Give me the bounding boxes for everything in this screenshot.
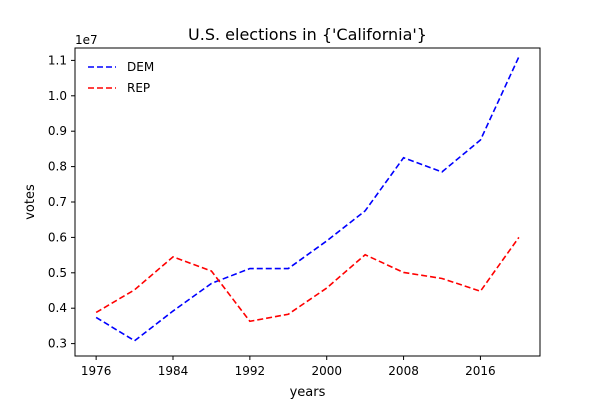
- y-tick-label: 0.9: [48, 124, 67, 138]
- y-tick-label: 0.8: [48, 160, 67, 174]
- x-tick-label: 1992: [235, 364, 266, 378]
- x-tick-label: 1984: [158, 364, 189, 378]
- series-line-dem: [95, 56, 520, 342]
- series-line-rep: [95, 236, 520, 323]
- legend-label-rep: REP: [127, 81, 150, 95]
- chart-title: U.S. elections in {'California'}: [188, 25, 427, 44]
- y-tick-label: 1.0: [48, 89, 67, 103]
- y-axis-label: votes: [23, 184, 38, 220]
- x-tick-label: 2000: [311, 364, 342, 378]
- y-tick-label: 0.5: [48, 266, 67, 280]
- y-tick-label: 0.7: [48, 195, 67, 209]
- legend-label-dem: DEM: [127, 60, 154, 74]
- x-axis-label: years: [290, 385, 326, 400]
- x-tick-label: 2008: [388, 364, 419, 378]
- y-tick-label: 0.6: [48, 230, 67, 244]
- y-tick-label: 0.4: [48, 301, 67, 315]
- x-tick-label: 2016: [465, 364, 496, 378]
- x-tick-label: 1976: [81, 364, 112, 378]
- y-tick-label: 0.3: [48, 337, 67, 351]
- y-axis-offset-label: 1e7: [75, 33, 98, 47]
- y-tick-label: 1.1: [48, 53, 67, 67]
